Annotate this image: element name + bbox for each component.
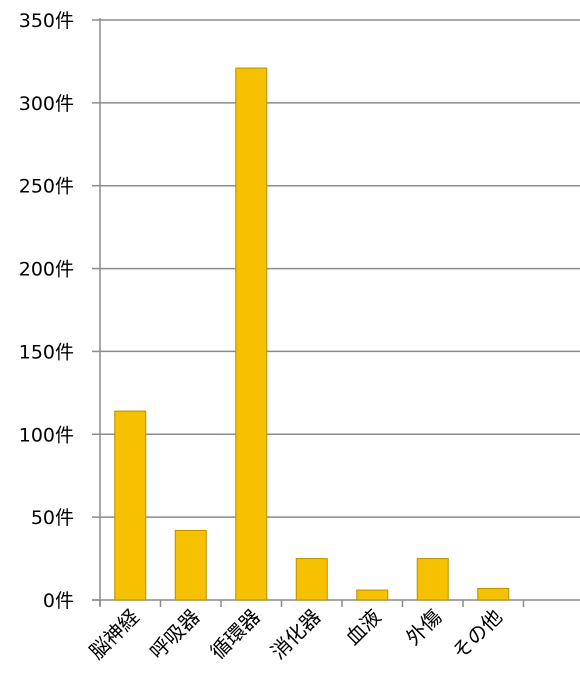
bar [114, 410, 147, 601]
y-tick-label: 0件 [43, 590, 74, 612]
y-tick-labels: 0件 50件 100件 150件 200件 250件 300件 350件 [19, 10, 74, 612]
x-tick-label: 血液 [341, 605, 386, 650]
x-tick-labels: 脳神経 呼吸器 循環器 消化器 血液 外傷 その他 [84, 605, 506, 664]
y-tick-label: 350件 [19, 10, 74, 32]
gridlines [100, 19, 580, 518]
x-tick-label: 呼吸器 [145, 605, 204, 664]
x-tick-label: その他 [447, 605, 506, 664]
y-tick-label: 50件 [31, 507, 74, 529]
y-tick-label: 300件 [19, 93, 74, 115]
bars [114, 67, 510, 601]
y-tick-label: 250件 [19, 176, 74, 198]
x-tick-label: 循環器 [205, 605, 264, 664]
bar [295, 558, 328, 601]
x-tick-label: 脳神経 [84, 605, 143, 664]
bar [416, 558, 449, 601]
bar [477, 587, 510, 601]
y-tick-label: 150件 [19, 341, 74, 363]
y-tick-label: 100件 [19, 424, 74, 446]
bar [174, 529, 207, 601]
axes [92, 18, 580, 607]
y-tick-label: 200件 [19, 259, 74, 281]
bar [235, 67, 268, 601]
x-tick-label: 消化器 [266, 605, 325, 664]
bar [356, 589, 389, 601]
x-tick-label: 外傷 [401, 605, 446, 650]
